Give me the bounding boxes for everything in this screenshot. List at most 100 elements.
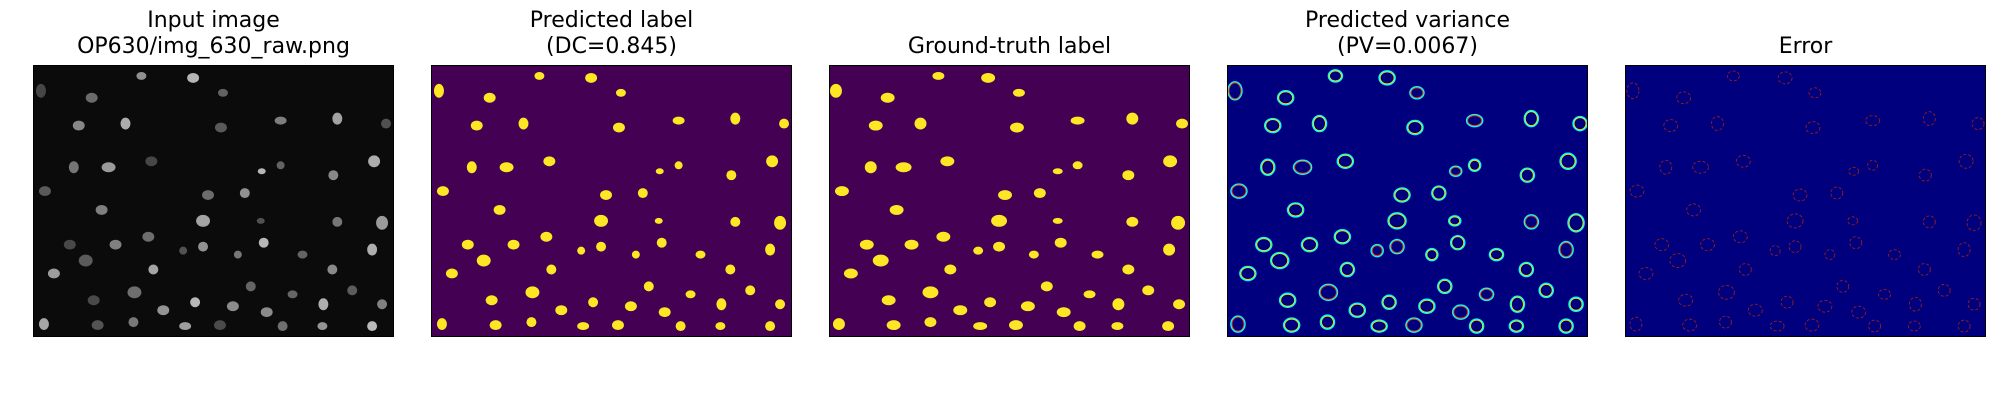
error-arc <box>1907 320 1921 332</box>
predicted-nucleus <box>476 254 491 267</box>
variance-ring <box>1230 315 1246 333</box>
predicted-nucleus <box>518 117 529 130</box>
error-arc <box>1654 238 1670 252</box>
predicted-nucleus <box>674 161 683 170</box>
panel-error: Error <box>1625 0 1986 400</box>
variance-ring <box>1269 251 1290 270</box>
variance-ring <box>1559 152 1577 171</box>
ground-truth-nucleus <box>886 320 901 331</box>
input-image <box>33 65 394 337</box>
ground-truth-nucleus <box>1162 321 1175 332</box>
predicted-label-image <box>431 65 792 337</box>
ground-truth-nucleus <box>1163 243 1176 256</box>
error-arc <box>1817 299 1833 313</box>
variance-ring <box>1381 294 1397 310</box>
variance-ring <box>1558 240 1574 259</box>
variance-ring <box>1239 265 1257 282</box>
variance-ring <box>1378 70 1396 86</box>
predicted-nucleus <box>436 186 449 197</box>
ground-truth-nucleus <box>1052 168 1063 175</box>
panel-title: Predicted variance (PV=0.0067) <box>1305 8 1510 59</box>
predicted-nucleus <box>774 215 787 230</box>
ground-truth-nucleus <box>998 190 1012 201</box>
error-arc <box>1769 320 1785 332</box>
predicted-nucleus <box>615 88 626 97</box>
predicted-nucleus <box>655 168 664 175</box>
variance-ring <box>1339 261 1356 278</box>
error-arc <box>1957 242 1971 258</box>
ground-truth-nucleus <box>1052 217 1063 224</box>
variance-ring <box>1387 212 1407 230</box>
variance-ring <box>1389 238 1405 255</box>
variance-ring-inner <box>1271 253 1289 268</box>
nucleus <box>179 246 188 255</box>
variance-ring <box>1523 109 1540 128</box>
nucleus <box>87 295 100 306</box>
variance-ring <box>1523 214 1540 230</box>
variance-ring <box>1260 158 1276 176</box>
error-arc <box>1676 91 1692 105</box>
nucleus <box>145 156 158 167</box>
variance-ring <box>1468 318 1485 334</box>
nucleus <box>367 243 378 256</box>
predicted-nucleus <box>730 216 741 227</box>
ground-truth-nucleus <box>973 246 984 255</box>
ground-truth-nucleus <box>953 305 968 316</box>
ground-truth-nucleus <box>864 161 877 174</box>
nucleus <box>202 190 214 201</box>
error-arc <box>1732 230 1748 244</box>
error-arc <box>1824 249 1836 261</box>
variance-ring <box>1370 243 1384 258</box>
variance-ring-inner <box>1438 279 1452 293</box>
predicted-nucleus <box>585 72 598 83</box>
error-arc <box>1847 216 1859 226</box>
predicted-nucleus <box>775 299 786 310</box>
panel-predicted-label: Predicted label (DC=0.845) <box>431 0 792 400</box>
variance-ring <box>1418 298 1436 314</box>
predicted-nucleus <box>765 243 776 256</box>
nucleus <box>214 122 227 133</box>
predicted-nucleus <box>675 321 686 332</box>
predicted-nucleus <box>596 241 607 252</box>
predicted-nucleus <box>766 155 779 168</box>
ground-truth-nucleus <box>1009 122 1024 133</box>
error-arc <box>1830 186 1844 200</box>
nucleus <box>233 250 242 259</box>
error-arc <box>1848 166 1860 176</box>
variance-ring-inner <box>1560 153 1576 169</box>
variance-ring-inner <box>1321 315 1334 329</box>
variance-ring <box>1278 292 1297 309</box>
ground-truth-nucleus <box>1126 112 1139 125</box>
variance-ring <box>1292 159 1313 175</box>
ground-truth-nucleus <box>1070 116 1085 125</box>
error-arc <box>1669 253 1687 268</box>
nucleus <box>332 216 343 227</box>
variance-ring <box>1449 234 1466 251</box>
variance-ring <box>1538 282 1554 299</box>
panel-title: Predicted label (DC=0.845) <box>529 8 694 59</box>
predicted-nucleus <box>745 285 756 296</box>
ground-truth-nucleus <box>1122 170 1135 181</box>
variance-ring <box>1282 317 1301 333</box>
error-arc <box>1922 215 1936 229</box>
variance-ring <box>1286 202 1305 218</box>
error-arc <box>1692 160 1709 174</box>
nucleus <box>257 168 266 175</box>
variance-ring <box>1425 247 1439 262</box>
nucleus <box>35 83 46 98</box>
predicted-nucleus <box>507 239 520 250</box>
nucleus <box>179 322 192 331</box>
variance-ring <box>1519 167 1536 183</box>
error-arc <box>1967 297 1981 311</box>
ground-truth-image <box>829 65 1190 337</box>
error-arc <box>1686 203 1702 217</box>
ground-truth-nucleus <box>1009 320 1023 331</box>
nucleus <box>38 318 49 331</box>
variance-ring-inner <box>1419 299 1435 313</box>
variance-ring-inner <box>1340 263 1354 276</box>
error-arc <box>1836 279 1850 293</box>
ground-truth-nucleus <box>1112 298 1125 311</box>
nucleus <box>347 285 358 296</box>
nucleus <box>287 290 298 299</box>
panel-ground-truth: Ground-truth label <box>829 0 1190 400</box>
